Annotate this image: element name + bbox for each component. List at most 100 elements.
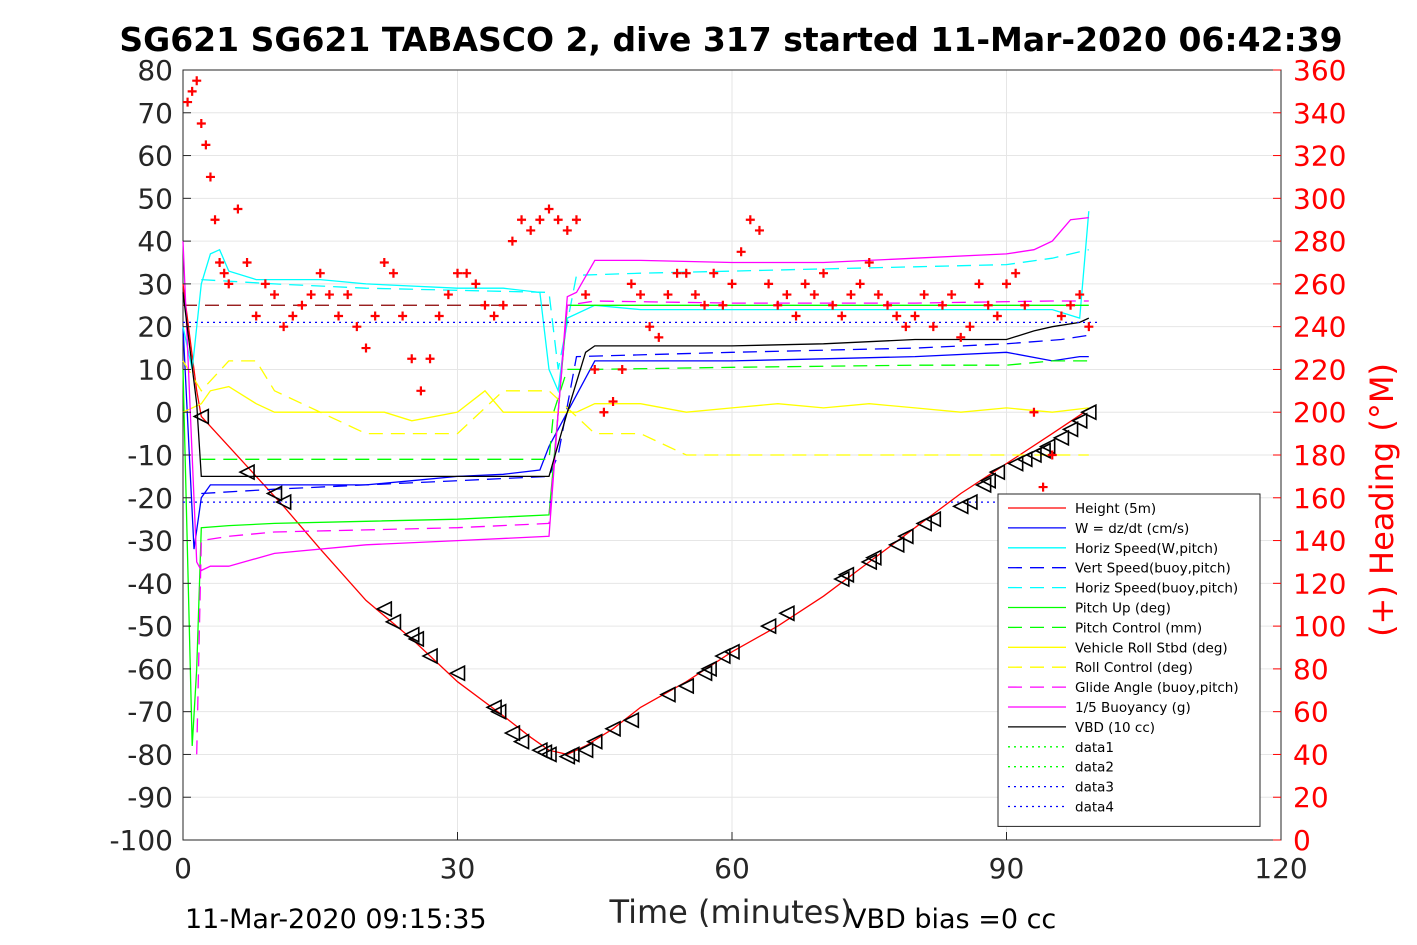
heading-marker: [809, 290, 819, 300]
series-line-8: [182, 360, 1089, 456]
series-line-4: [201, 249, 1089, 370]
height-marker: [865, 549, 882, 566]
heading-marker: [192, 76, 202, 86]
height-marker: [924, 510, 942, 528]
left-tick-label: 40: [137, 225, 173, 258]
heading-marker: [215, 258, 225, 267]
x-tick-label: 90: [989, 852, 1025, 885]
heading-marker: [617, 364, 627, 374]
height-marker: [622, 711, 640, 729]
heading-marker: [581, 290, 591, 300]
height-marker: [540, 746, 557, 763]
left-tick-label: -90: [127, 781, 173, 814]
heading-marker: [388, 268, 398, 278]
series-line-5: [182, 304, 1089, 746]
heading-marker: [791, 311, 801, 321]
height-marker: [778, 604, 795, 622]
heading-marker: [526, 225, 536, 235]
heading-marker: [507, 236, 517, 246]
heading-marker: [883, 300, 893, 310]
heading-marker: [910, 311, 920, 321]
right-tick-label: 140: [1293, 525, 1346, 558]
heading-marker: [315, 268, 325, 278]
heading-marker: [562, 225, 572, 235]
right-tick-label: 340: [1293, 97, 1346, 130]
heading-marker: [800, 279, 810, 289]
heading-marker: [1075, 290, 1085, 300]
legend-label-3: Vert Speed(buoy,pitch): [1075, 561, 1231, 577]
left-tick-label: 80: [137, 54, 173, 87]
footer-timestamp: 11-Mar-2020 09:15:35: [185, 904, 487, 935]
left-tick-label: -80: [127, 738, 173, 771]
heading-marker: [443, 290, 453, 300]
heading-marker: [434, 311, 444, 321]
heading-marker: [233, 204, 243, 214]
heading-marker: [736, 247, 746, 257]
left-tick-label: 0: [155, 396, 173, 429]
left-tick-label: 30: [137, 268, 173, 301]
legend-label-4: Horiz Speed(buoy,pitch): [1075, 581, 1238, 597]
right-tick-label: 200: [1293, 396, 1346, 429]
heading-marker: [407, 354, 417, 364]
right-axis-label: (+) Heading (°M): [1363, 363, 1401, 637]
left-tick-label: -20: [127, 482, 173, 515]
heading-marker: [416, 386, 426, 396]
heading-marker: [288, 311, 298, 321]
legend-label-14: data3: [1075, 780, 1114, 796]
heading-marker: [974, 279, 984, 289]
height-marker: [238, 463, 255, 481]
heading-marker: [219, 268, 229, 278]
heading-marker: [361, 343, 371, 353]
series-line-6: [201, 360, 1089, 460]
heading-marker: [187, 86, 197, 96]
height-marker: [512, 733, 530, 750]
height-marker: [274, 493, 292, 511]
heading-marker: [343, 290, 353, 300]
heading-marker: [571, 215, 581, 225]
series-line-7: [182, 385, 1089, 422]
legend-label-7: Vehicle Roll Stbd (deg): [1075, 640, 1228, 656]
heading-marker: [727, 279, 737, 289]
left-tick-label: -30: [127, 525, 173, 558]
legend-box: [997, 493, 1261, 827]
height-marker: [1038, 438, 1056, 455]
heading-marker: [663, 290, 673, 300]
heading-marker: [324, 290, 334, 300]
series-line-2: [182, 211, 1090, 394]
heading-marker: [773, 300, 783, 310]
left-tick-label: 70: [137, 97, 173, 130]
heading-marker: [956, 332, 966, 342]
legend-label-2: Horiz Speed(W,pitch): [1075, 541, 1218, 557]
legend-label-11: VBD (10 cc): [1075, 720, 1155, 736]
heading-marker: [928, 322, 938, 332]
heading-marker: [690, 290, 700, 300]
heading-marker: [590, 364, 600, 374]
x-axis-ticks: 0 30 60 90 120: [174, 832, 1308, 885]
heading-marker: [892, 311, 902, 321]
right-tick-label: 280: [1293, 225, 1346, 258]
right-tick-label: 180: [1293, 439, 1346, 472]
heading-marker: [352, 322, 362, 332]
heading-marker: [398, 311, 408, 321]
height-marker: [837, 566, 855, 584]
height-marker: [1061, 421, 1079, 438]
heading-marker: [535, 215, 545, 225]
height-marker: [714, 647, 731, 665]
heading-marker: [334, 311, 344, 321]
legend-label-9: Glide Angle (buoy,pitch): [1075, 680, 1239, 696]
heading-marker: [764, 279, 774, 289]
right-tick-label: 260: [1293, 268, 1346, 301]
heading-marker: [965, 322, 975, 332]
height-marker: [192, 408, 210, 425]
left-tick-label: 50: [137, 182, 173, 215]
right-tick-label: 120: [1293, 567, 1346, 600]
legend-label-8: Roll Control (deg): [1075, 660, 1193, 676]
heading-marker: [846, 290, 856, 300]
heading-marker: [379, 258, 389, 267]
heading-marker: [1011, 268, 1021, 278]
left-tick-label: -50: [127, 610, 173, 643]
legend: Height (5m) W = dz/dt (cm/s) Horiz Speed(W…: [997, 493, 1261, 827]
series-line-10: [182, 216, 1089, 572]
legend-label-6: Pitch Control (mm): [1075, 620, 1202, 636]
